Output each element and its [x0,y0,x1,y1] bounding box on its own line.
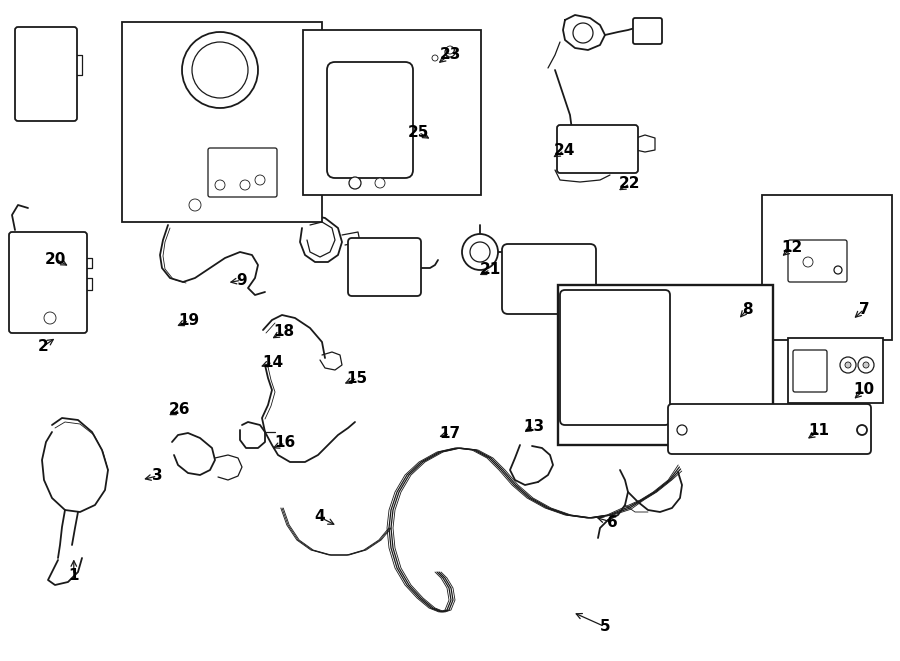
Circle shape [840,357,856,373]
Circle shape [672,422,688,438]
FancyBboxPatch shape [327,62,413,178]
Text: 10: 10 [853,383,875,397]
Bar [788,338,883,403]
Text: 25: 25 [408,125,429,139]
Text: 6: 6 [607,515,617,529]
Text: 18: 18 [273,325,294,339]
Text: 15: 15 [346,371,368,385]
Text: 17: 17 [439,426,461,441]
Circle shape [470,242,490,262]
Circle shape [445,47,455,57]
FancyBboxPatch shape [788,240,847,282]
Text: 9: 9 [236,273,247,288]
Text: 1: 1 [68,568,79,582]
Bar [303,30,481,195]
Bar [122,22,322,222]
FancyBboxPatch shape [633,18,662,44]
Circle shape [432,55,438,61]
Circle shape [677,425,687,435]
FancyBboxPatch shape [348,238,421,296]
Text: 23: 23 [439,47,461,61]
Text: 2: 2 [38,339,49,354]
Text: 7: 7 [859,302,869,317]
FancyBboxPatch shape [793,350,827,392]
Circle shape [240,180,250,190]
Circle shape [863,362,869,368]
Text: 26: 26 [169,403,191,417]
Circle shape [349,177,361,189]
Text: 19: 19 [178,313,200,328]
Text: 14: 14 [262,355,284,369]
FancyBboxPatch shape [15,27,77,121]
Text: 11: 11 [808,424,830,438]
Bar [762,195,892,340]
Text: 22: 22 [619,176,641,191]
Circle shape [462,234,498,270]
Circle shape [375,178,385,188]
Circle shape [803,257,813,267]
Circle shape [255,175,265,185]
Text: 5: 5 [599,619,610,634]
Text: 3: 3 [152,469,163,483]
Text: 20: 20 [45,252,67,266]
FancyBboxPatch shape [502,244,596,314]
Bar [558,285,773,445]
Circle shape [44,312,56,324]
Circle shape [857,425,867,435]
Circle shape [182,32,258,108]
Text: 8: 8 [742,302,752,317]
FancyBboxPatch shape [208,148,277,197]
Text: 13: 13 [523,419,544,434]
Circle shape [215,180,225,190]
FancyBboxPatch shape [9,232,87,333]
Circle shape [834,266,842,274]
FancyBboxPatch shape [560,290,670,425]
Circle shape [858,357,874,373]
Circle shape [189,199,201,211]
Text: 24: 24 [554,143,575,158]
Text: 12: 12 [781,241,803,255]
Circle shape [845,362,851,368]
FancyBboxPatch shape [557,125,638,173]
Text: 21: 21 [480,262,501,277]
Circle shape [192,42,248,98]
Text: 16: 16 [274,436,296,450]
Circle shape [573,23,593,43]
Text: 4: 4 [314,510,325,524]
FancyBboxPatch shape [668,404,871,454]
Circle shape [446,46,454,54]
